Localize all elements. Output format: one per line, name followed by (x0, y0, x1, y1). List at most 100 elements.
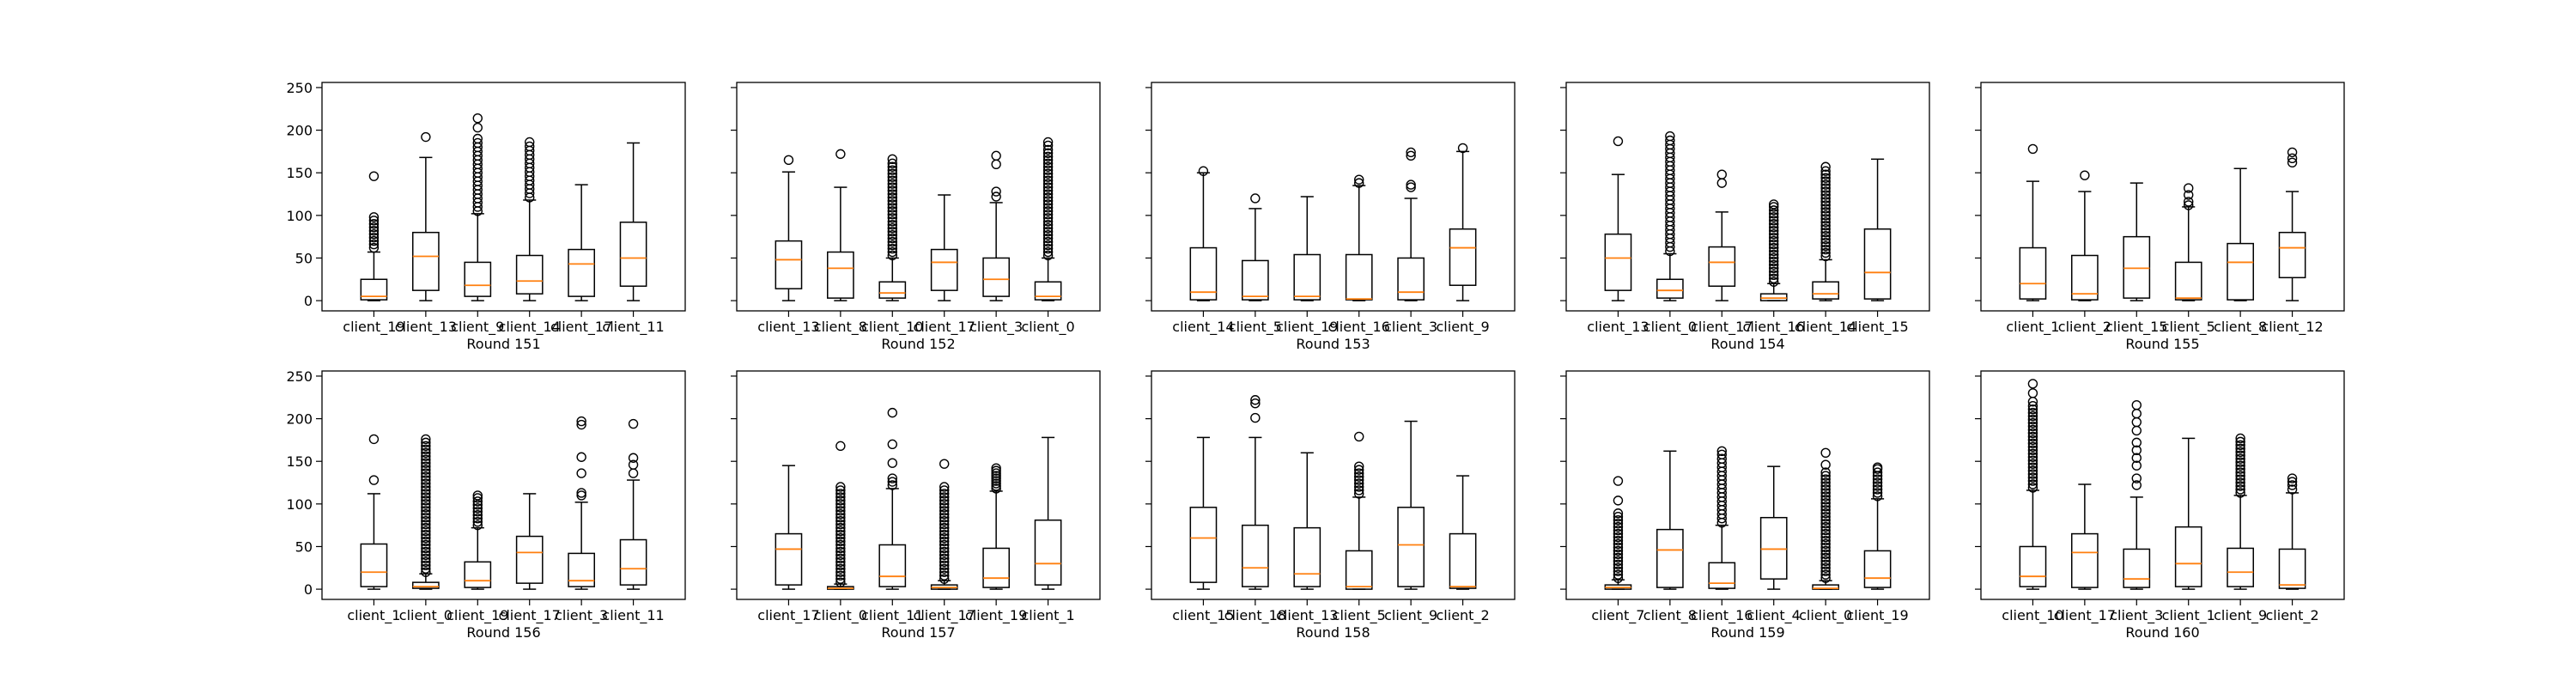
outlier-point (1354, 174, 1364, 185)
outlier-point (1820, 538, 1831, 550)
outlier-point (835, 546, 846, 557)
outlier-point (1042, 229, 1054, 240)
outlier-point (1820, 488, 1831, 498)
box-iqr (1863, 550, 1892, 588)
outlier-point (1354, 489, 1364, 499)
outlier-point (939, 482, 950, 492)
outlier-point (887, 172, 897, 182)
box-iqr (2227, 547, 2254, 587)
outlier-point (1872, 491, 1883, 502)
outlier-point (2027, 143, 2038, 155)
outlier-point (1769, 232, 1779, 243)
x-tick-label: client_4 (1747, 607, 1801, 624)
outlier-point (835, 529, 846, 540)
outlier-point (835, 482, 846, 492)
axes-frame (1980, 370, 2345, 600)
outlier-point (1042, 175, 1054, 185)
outlier-point (1872, 462, 1883, 472)
outlier-point (1769, 222, 1779, 233)
x-tick-label: client_1 (347, 607, 400, 624)
outlier-point (887, 220, 897, 230)
outlier-point (1250, 395, 1261, 405)
outlier-point (939, 519, 950, 530)
box-iqr (412, 581, 440, 589)
outlier-point (887, 226, 897, 237)
axes-frame (736, 82, 1101, 312)
outlier-point (421, 556, 431, 568)
box-iqr (982, 257, 1011, 297)
outlier-point (991, 473, 1001, 483)
outlier-point (421, 526, 431, 537)
outlier-point (835, 495, 846, 506)
outlier-point (576, 468, 586, 478)
outlier-point (1716, 169, 1727, 179)
round-label: Round 155 (2125, 336, 2199, 352)
outlier-point (887, 236, 897, 247)
round-label: Round 154 (1710, 336, 1784, 352)
outlier-point (421, 434, 431, 445)
x-tick-label: client_0 (1022, 319, 1075, 336)
outlier-point (421, 502, 431, 513)
outlier-point (887, 407, 897, 418)
outlier-point (1613, 559, 1624, 570)
x-tick-label: client_14 (1172, 319, 1234, 336)
box-iqr (982, 547, 1011, 588)
outlier-point (939, 509, 950, 520)
outlier-point (2131, 460, 2142, 471)
outlier-point (525, 137, 535, 148)
subplot-panel: client_14client_5client_19client_16clien… (1145, 82, 1516, 352)
box-plot (1708, 446, 1736, 590)
x-tick-label: client_15 (1172, 607, 1234, 624)
outlier-point (1042, 216, 1054, 227)
outlier-point (887, 229, 897, 240)
outlier-point (1769, 270, 1779, 281)
outlier-point (1716, 446, 1727, 456)
outlier-point (1769, 226, 1779, 236)
axes-frame (1565, 82, 1930, 312)
x-tick-label: client_1 (1022, 607, 1075, 624)
box-plot (1397, 420, 1425, 590)
box-plot (1345, 431, 1373, 590)
outlier-point (576, 419, 586, 430)
outlier-point (1354, 475, 1364, 485)
box-iqr (1397, 507, 1425, 587)
x-tick-label: client_13 (1276, 607, 1338, 624)
outlier-point (2027, 483, 2038, 493)
x-tick-label: client_5 (1333, 607, 1386, 624)
outlier-point (2131, 453, 2142, 463)
round-label: Round 153 (1296, 336, 1370, 352)
outlier-point (1820, 221, 1831, 231)
outlier-point (1042, 172, 1054, 182)
box-plot (1449, 475, 1477, 590)
outlier-point (421, 471, 431, 482)
outlier-point (1820, 573, 1831, 583)
outlier-point (1042, 213, 1054, 223)
outlier-point (1042, 189, 1054, 199)
outlier-point (1820, 532, 1831, 543)
outlier-point (421, 499, 431, 509)
box-plot (568, 416, 595, 590)
outlier-point (368, 475, 380, 485)
box-plot (515, 493, 544, 590)
outlier-point (835, 513, 846, 523)
box-plot (412, 434, 440, 590)
outlier-point (887, 161, 897, 172)
outlier-point (628, 453, 639, 463)
outlier-point (2235, 440, 2245, 451)
outlier-point (472, 490, 483, 501)
outlier-point (1820, 197, 1831, 207)
outlier-point (887, 233, 897, 244)
outlier-point (1769, 199, 1779, 210)
x-tick-label: client_11 (602, 607, 664, 624)
outlier-point (1820, 183, 1831, 193)
y-tick-label: 250 (286, 80, 313, 96)
outlier-point (991, 150, 1001, 161)
outlier-point (939, 515, 950, 526)
outlier-point (835, 574, 846, 584)
box-iqr (1345, 253, 1373, 301)
outlier-point (2131, 445, 2142, 456)
outlier-point (2235, 467, 2245, 477)
outlier-point (1042, 233, 1054, 244)
